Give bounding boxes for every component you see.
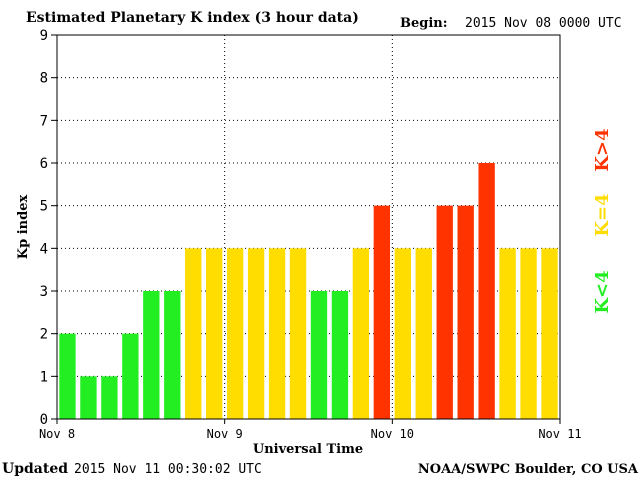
y-tick-label: 5 <box>40 199 48 215</box>
kp-bar <box>331 291 349 419</box>
y-tick-label: 9 <box>40 28 48 44</box>
kp-bar <box>373 205 391 419</box>
kp-bar <box>268 248 286 419</box>
source-credit: NOAA/SWPC Boulder, CO USA <box>418 462 639 477</box>
x-tick-label: Nov 10 <box>371 427 414 441</box>
x-tick-label: Nov 11 <box>538 427 581 441</box>
kp-bar <box>143 291 160 419</box>
legend-equal: K=4 <box>592 193 613 236</box>
kp-bar <box>206 248 223 419</box>
kp-bar <box>247 248 265 419</box>
y-tick-label: 0 <box>40 412 48 428</box>
kp-bar <box>80 376 97 419</box>
kp-bar <box>310 291 328 419</box>
updated-value: 2015 Nov 11 00:30:02 UTC <box>74 462 262 477</box>
x-tick-label: Nov 9 <box>207 427 243 441</box>
kp-bar <box>59 333 76 419</box>
y-tick-label: 2 <box>40 327 48 343</box>
kp-bar <box>457 205 474 419</box>
begin-value: 2015 Nov 08 0000 UTC <box>465 16 622 31</box>
x-axis-label: Universal Time <box>253 442 363 457</box>
y-axis-label: Kp index <box>16 195 31 260</box>
kp-bar <box>478 163 495 419</box>
bars <box>59 163 558 419</box>
kp-bar <box>415 248 432 419</box>
kp-bar <box>101 376 118 419</box>
y-tick-label: 6 <box>40 156 48 172</box>
y-tick-label: 1 <box>40 369 48 385</box>
kp-bar <box>394 248 411 419</box>
grid-lines <box>57 35 560 419</box>
x-tick-label: Nov 8 <box>39 427 75 441</box>
x-tick-labels: Nov 8 Nov 9 Nov 10 Nov 11 <box>39 419 582 441</box>
kp-bar <box>541 248 558 419</box>
begin-label: Begin: <box>400 16 448 31</box>
kp-bar <box>289 248 307 419</box>
y-tick-label: 4 <box>40 241 48 257</box>
kp-bar <box>499 248 516 419</box>
kp-bar <box>122 333 139 419</box>
kp-bar <box>164 291 181 419</box>
legend-low: K<4 <box>592 270 613 313</box>
kp-bar <box>436 205 453 419</box>
y-tick-label: 8 <box>40 71 48 87</box>
kp-bar <box>352 248 370 419</box>
kp-bar <box>185 248 202 419</box>
y-tick-label: 7 <box>40 113 48 129</box>
legend-high: K>4 <box>592 128 613 171</box>
chart-title: Estimated Planetary K index (3 hour data… <box>26 10 359 26</box>
updated-label: Updated <box>2 461 68 477</box>
y-tick-label: 3 <box>40 284 48 300</box>
plot-frame <box>56 34 561 420</box>
kp-bar <box>520 248 537 419</box>
y-tick-labels: 0 1 2 3 4 5 6 7 8 9 <box>40 28 57 428</box>
kp-bar <box>226 248 244 419</box>
